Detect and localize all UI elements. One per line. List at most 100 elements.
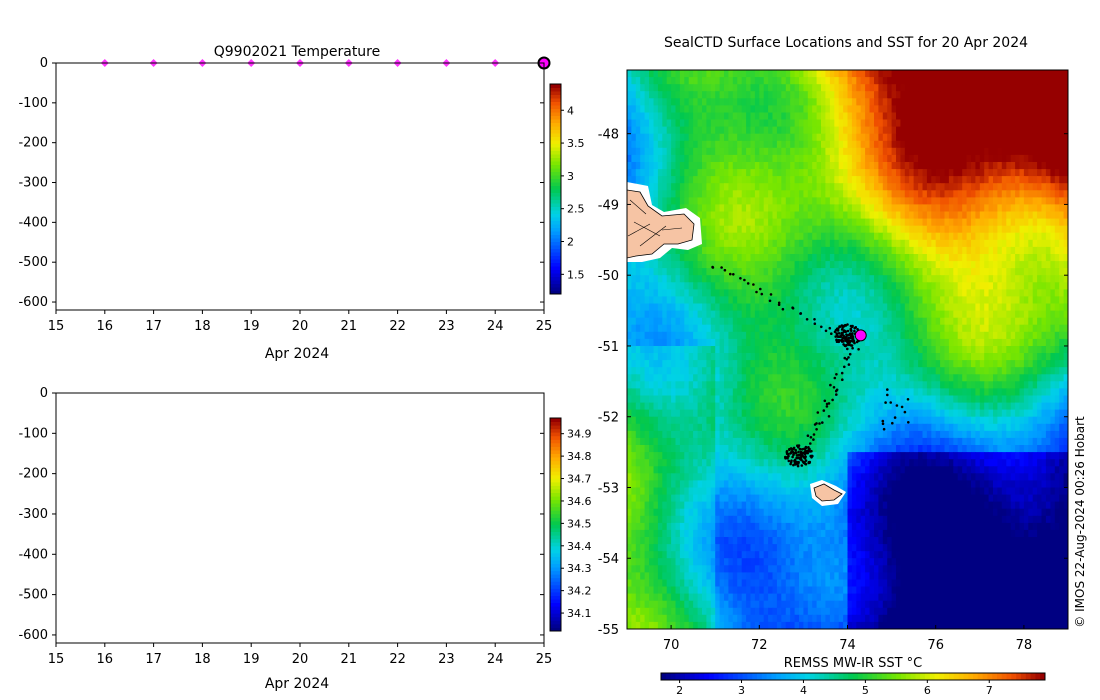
colorbar-swatch	[550, 150, 561, 155]
sst-cell	[993, 84, 998, 92]
sst-cell	[737, 105, 743, 114]
sst-cell	[781, 105, 787, 114]
sst-cell	[909, 98, 915, 106]
sst-cell	[891, 91, 897, 99]
colorbar-swatch	[550, 276, 561, 281]
sst-cell	[834, 84, 840, 92]
sst-cell	[909, 77, 915, 85]
sst-cell	[794, 91, 800, 99]
sst-cell	[856, 105, 862, 114]
colorbar-tick-label: 34.1	[567, 607, 592, 620]
colorbar-swatch	[550, 283, 561, 288]
colorbar-swatch	[550, 425, 561, 430]
sst-cell	[1063, 112, 1068, 121]
sst-cell	[962, 105, 968, 114]
sst-cell	[860, 98, 866, 106]
sst-cell	[962, 84, 968, 92]
sst-cell	[662, 84, 668, 92]
sst-cell	[653, 70, 659, 78]
sst-cell	[821, 77, 826, 85]
sst-cell	[702, 77, 707, 85]
sst-cell	[909, 70, 915, 78]
sst-cell	[754, 77, 760, 85]
sst-cell	[887, 105, 893, 114]
x-tick-label: 19	[243, 652, 260, 667]
sst-cell	[1063, 70, 1068, 78]
sst-cell	[803, 70, 809, 78]
x-tick-label: 17	[145, 319, 162, 334]
sst-cell	[1032, 105, 1038, 114]
sst-cell	[728, 91, 734, 99]
colorbar-swatch	[550, 171, 561, 176]
sst-cell	[966, 112, 972, 121]
sst-cell	[750, 77, 756, 85]
sst-cell	[944, 70, 950, 78]
sst-cell	[807, 98, 813, 106]
sst-cell	[874, 91, 879, 99]
sst-cell	[851, 77, 857, 85]
colorbar-swatch	[550, 252, 561, 256]
sst-cell	[1041, 70, 1047, 78]
sst-cell	[918, 91, 924, 99]
sst-cell	[772, 112, 778, 121]
sst-cell	[785, 70, 791, 78]
sst-cell	[644, 84, 650, 92]
sst-cell	[975, 84, 981, 92]
sst-cell	[746, 84, 752, 92]
sst-cell	[944, 112, 950, 121]
sst-cell	[759, 70, 765, 78]
y-tick-label: -600	[18, 295, 48, 310]
sst-cell	[640, 77, 646, 85]
sst-cell	[750, 84, 756, 92]
sst-cell	[869, 98, 875, 106]
sst-cell	[931, 77, 937, 85]
sst-cell	[1045, 105, 1051, 114]
colorbar-swatch	[550, 464, 561, 469]
x-tick-label: 15	[48, 652, 65, 667]
sst-cell	[860, 105, 866, 114]
colorbar-swatch	[550, 91, 561, 95]
sst-cell	[671, 105, 677, 114]
sst-cell	[882, 98, 888, 106]
sst-cell	[627, 105, 632, 114]
sst-cell	[847, 98, 853, 106]
colorbar-swatch	[550, 87, 561, 92]
sst-cell	[957, 70, 963, 78]
colorbar-swatch	[550, 206, 561, 211]
sst-cell	[966, 98, 972, 106]
sst-cell	[719, 84, 725, 92]
sst-cell	[851, 112, 857, 121]
sst-cell	[1054, 70, 1060, 78]
sst-cell	[763, 70, 769, 78]
sst-cell	[737, 91, 743, 99]
sst-cell	[838, 70, 844, 78]
sst-cell	[1059, 105, 1065, 114]
sst-cell	[631, 84, 637, 92]
salinity-y-ticks: 0 -100 -200 -300 -400 -500 -600	[18, 386, 544, 643]
sst-cell	[913, 70, 919, 78]
sst-cell	[1059, 84, 1065, 92]
sst-cell	[997, 98, 1003, 106]
sst-cell	[935, 77, 941, 85]
x-tick-label: 18	[194, 319, 211, 334]
sst-cell	[662, 91, 668, 99]
sst-cell	[666, 77, 672, 85]
sst-cell	[728, 98, 734, 106]
sst-cell	[979, 105, 985, 114]
colorbar-swatch	[550, 133, 561, 137]
sst-cell	[666, 112, 672, 121]
sst-cell	[878, 98, 884, 106]
sst-cell	[790, 84, 796, 92]
colorbar-swatch	[550, 581, 561, 586]
sst-cell	[838, 98, 844, 106]
sst-cell	[710, 91, 716, 99]
sst-cell	[878, 105, 884, 114]
sst-cell	[763, 105, 769, 114]
sst-cell	[1001, 84, 1007, 92]
sst-cell	[979, 84, 985, 92]
colorbar-swatch	[550, 192, 561, 197]
sst-cell	[657, 112, 663, 121]
sst-cell	[781, 77, 787, 85]
sst-cell	[1032, 91, 1038, 99]
colorbar-swatch	[550, 588, 561, 593]
